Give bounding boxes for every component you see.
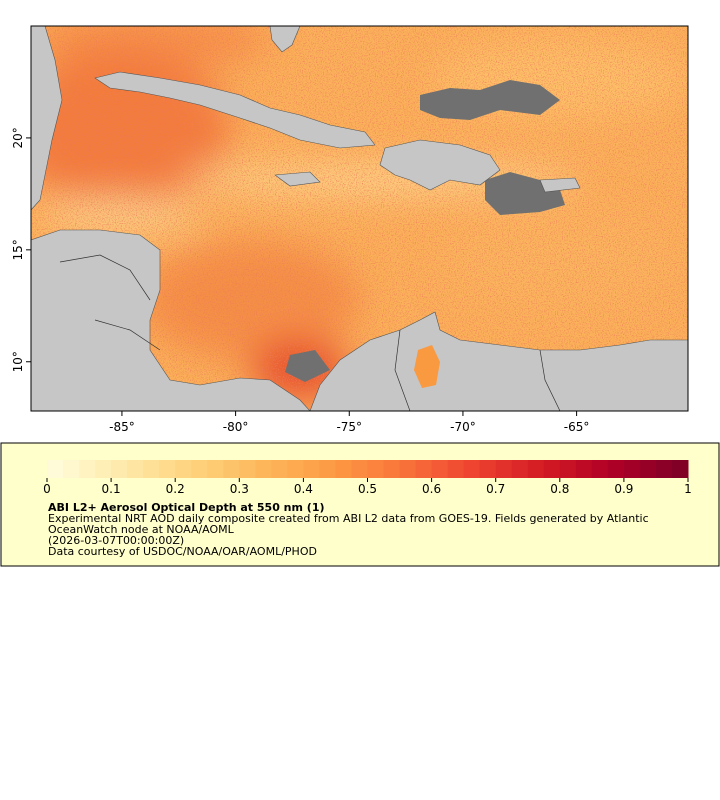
colorbar-tick-label: 0.7: [486, 482, 505, 496]
colorbar-step: [511, 460, 529, 478]
colorbar-step: [447, 460, 465, 478]
colorbar-tick-label: 0: [43, 482, 51, 496]
colorbar-step: [479, 460, 497, 478]
legend-line: OceanWatch node at NOAA/AOML: [48, 523, 235, 536]
colorbar-step: [191, 460, 208, 478]
colorbar-step: [239, 460, 256, 478]
y-tick-label: 10°: [11, 351, 25, 372]
colorbar-step: [527, 460, 545, 478]
colorbar-step: [143, 460, 160, 478]
colorbar-tick-label: 0.5: [358, 482, 377, 496]
y-tick-label: 20°: [11, 127, 25, 148]
x-tick-label: -80°: [223, 420, 249, 434]
legend-line: (2026-03-07T00:00:00Z): [48, 534, 184, 547]
colorbar-step: [79, 460, 96, 478]
colorbar-step: [335, 460, 352, 478]
colorbar-tick-label: 0.4: [294, 482, 313, 496]
colorbar-step: [271, 460, 288, 478]
colorbar-step: [287, 460, 304, 478]
colorbar-step: [639, 460, 657, 478]
colorbar-step: [207, 460, 224, 478]
colorbar-tick-label: 0.3: [230, 482, 249, 496]
colorbar-step: [303, 460, 320, 478]
colorbar-step: [399, 460, 417, 478]
colorbar: 0 0.1 0.2 0.3 0.4 0.5 0.6 0.7 0.8 0.9 1: [43, 460, 692, 496]
colorbar-step: [607, 460, 625, 478]
borders: [59, 254, 561, 411]
colorbar-tick-label: 1: [684, 482, 692, 496]
map-area: [31, 26, 688, 411]
colorbar-step: [431, 460, 449, 478]
x-tick-label: -75°: [336, 420, 362, 434]
colorbar-tick-label: 0.2: [166, 482, 185, 496]
y-tick-label: 15°: [11, 239, 25, 260]
colorbar-step: [671, 460, 689, 478]
colorbar-step: [175, 460, 192, 478]
colorbar-tick-label: 0.9: [614, 482, 633, 496]
colorbar-step: [415, 460, 433, 478]
colorbar-step: [111, 460, 128, 478]
colorbar-step: [543, 460, 561, 478]
colorbar-step: [319, 460, 336, 478]
colorbar-tick-label: 0.8: [550, 482, 569, 496]
colorbar-step: [95, 460, 112, 478]
colorbar-step: [623, 460, 641, 478]
colorbar-step: [47, 460, 64, 478]
colorbar-step: [159, 460, 176, 478]
colorbar-step: [127, 460, 144, 478]
colorbar-step: [223, 460, 240, 478]
map-frame: [30, 25, 689, 412]
colorbar-step: [591, 460, 609, 478]
colorbar-step: [575, 460, 593, 478]
x-tick-label: -65°: [564, 420, 590, 434]
colorbar-step: [559, 460, 577, 478]
colorbar-step: [463, 460, 481, 478]
colorbar-tick-label: 0.6: [422, 482, 441, 496]
colorbar-tick-label: 0.1: [102, 482, 121, 496]
lake-maracaibo: [414, 345, 440, 388]
colorbar-step: [351, 460, 368, 478]
colorbar-step: [255, 460, 272, 478]
colorbar-step: [63, 460, 80, 478]
colorbar-step: [655, 460, 673, 478]
legend-line: Experimental NRT AOD daily composite cre…: [48, 512, 649, 525]
colorbar-step: [383, 460, 401, 478]
colorbar-step: [367, 460, 385, 478]
legend-title: ABI L2+ Aerosol Optical Depth at 550 nm …: [48, 501, 325, 514]
x-tick-label: -70°: [450, 420, 476, 434]
x-tick-label: -85°: [109, 420, 135, 434]
legend-line: Data courtesy of USDOC/NOAA/OAR/AOML/PHO…: [48, 545, 317, 558]
colorbar-step: [495, 460, 513, 478]
land: [31, 26, 688, 411]
